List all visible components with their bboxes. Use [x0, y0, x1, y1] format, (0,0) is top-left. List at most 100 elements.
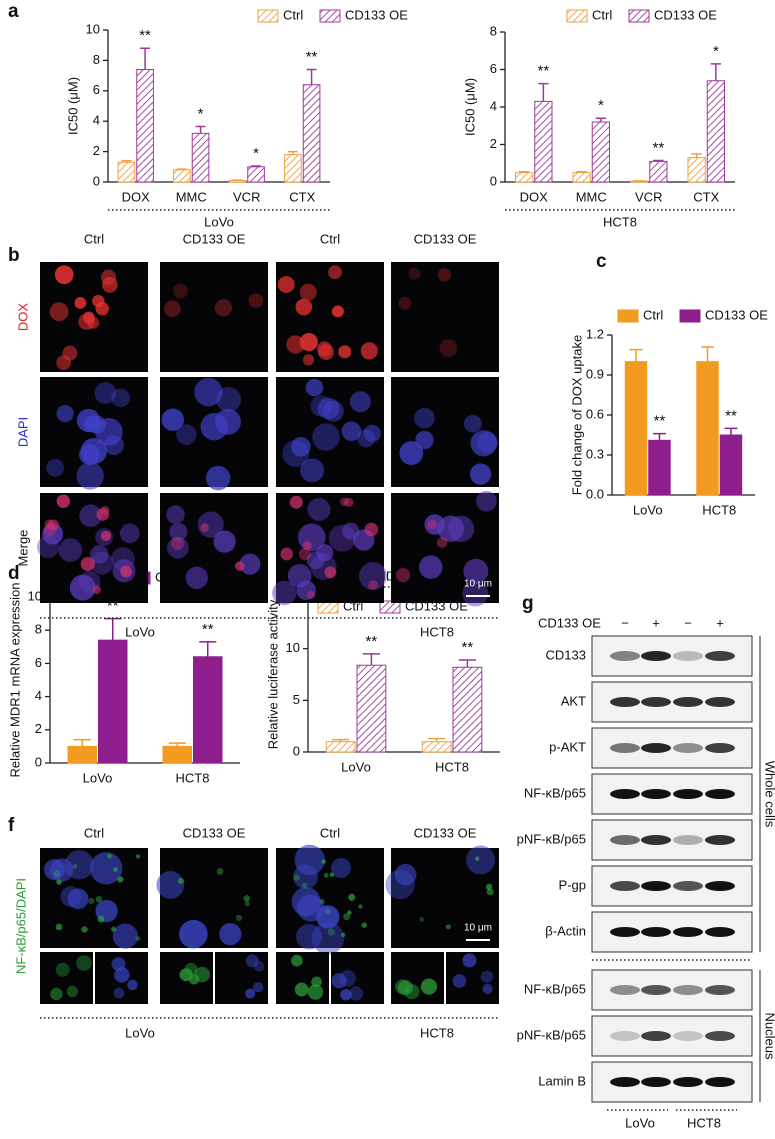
- micrograph: [391, 493, 499, 603]
- cells: [50, 955, 92, 1001]
- error-bar: [724, 427, 738, 435]
- cells: [385, 845, 496, 900]
- y-axis-label: Fold change of DOX uptake: [569, 335, 584, 495]
- blot-band: [705, 651, 735, 661]
- x-tick-label: LoVo: [633, 502, 663, 517]
- column-label: Ctrl: [84, 231, 104, 246]
- row-label: DOX: [15, 303, 30, 332]
- panel-letter: c: [596, 251, 607, 272]
- error-bar: [251, 165, 262, 167]
- x-tick-label: LoVo: [341, 759, 371, 774]
- bar: [325, 741, 356, 753]
- cells: [44, 850, 138, 949]
- cells: [171, 523, 245, 571]
- group-label: LoVo: [204, 214, 234, 229]
- error-bar: [362, 653, 381, 666]
- panel-letter: a: [8, 1, 19, 22]
- group-label: HCT8: [420, 624, 454, 639]
- y-tick-label: 1.2: [586, 326, 604, 341]
- cells: [277, 265, 378, 366]
- x-tick-label: LoVo: [83, 770, 113, 785]
- error-bar: [199, 641, 217, 657]
- blot-band: [641, 1031, 671, 1041]
- x-tick-label: CTX: [693, 189, 719, 204]
- error-bar: [195, 125, 206, 134]
- blot-band: [705, 789, 735, 799]
- error-bar: [653, 159, 664, 162]
- bar: [719, 434, 743, 496]
- error-bar: [176, 168, 187, 170]
- group-label: HCT8: [420, 1025, 454, 1040]
- panel-letter: d: [8, 563, 20, 584]
- legend-label: Ctrl: [283, 7, 303, 22]
- significance-label: **: [306, 48, 318, 65]
- cells: [291, 954, 324, 1000]
- group-label: LoVo: [625, 1115, 655, 1130]
- row-label: DAPI: [15, 417, 30, 447]
- y-axis-label: IC50 (μM): [462, 78, 477, 136]
- significance-label: **: [462, 639, 474, 656]
- significance-label: *: [713, 43, 719, 60]
- blot-band: [641, 835, 671, 845]
- bar: [136, 69, 154, 183]
- cells: [245, 954, 265, 999]
- x-tick-label: DOX: [122, 189, 151, 204]
- panel-letter: g: [522, 593, 534, 614]
- y-tick-label: 0: [293, 743, 300, 758]
- blot-band: [610, 1077, 640, 1087]
- row-label: NF-κB/p65/DAPI: [13, 878, 28, 974]
- legend-swatch: [617, 309, 639, 323]
- legend-label: CD133 OE: [345, 7, 408, 22]
- error-bar: [287, 150, 298, 155]
- cells: [398, 267, 458, 358]
- y-tick-label: 0.6: [586, 406, 604, 421]
- blot-band: [610, 743, 640, 753]
- lane-sign: +: [716, 615, 724, 630]
- significance-label: **: [202, 621, 214, 638]
- error-bar: [427, 737, 446, 742]
- significance-label: **: [538, 63, 550, 80]
- cells: [394, 978, 438, 1000]
- blot-band: [673, 743, 703, 753]
- significance-label: **: [107, 598, 119, 615]
- blot-band: [610, 881, 640, 891]
- column-label: CD133 OE: [183, 825, 246, 840]
- blot-band: [641, 881, 671, 891]
- y-tick-label: 8: [93, 52, 100, 67]
- cells: [46, 382, 131, 490]
- x-tick-label: MMC: [576, 189, 607, 204]
- error-bar: [653, 432, 666, 441]
- bar: [624, 361, 648, 496]
- cells: [161, 377, 242, 491]
- section-label: Nucleus: [763, 1013, 775, 1060]
- legend-label: Ctrl: [643, 307, 663, 322]
- legend-label: CD133 OE: [705, 307, 768, 322]
- blot-band: [610, 1031, 640, 1041]
- cells: [111, 957, 138, 999]
- blot-label: β-Actin: [545, 923, 586, 938]
- x-tick-label: HCT8: [176, 770, 210, 785]
- y-tick-label: 6: [93, 82, 100, 97]
- bar: [356, 664, 387, 753]
- bar: [247, 166, 265, 183]
- significance-label: *: [198, 105, 204, 122]
- error-bar: [595, 117, 607, 122]
- blot-band: [673, 985, 703, 995]
- significance-label: *: [253, 145, 259, 162]
- error-bar: [691, 153, 702, 158]
- blot-band: [705, 927, 735, 937]
- blot-label: CD133: [546, 647, 586, 662]
- significance-label: **: [139, 27, 151, 44]
- blot-band: [610, 651, 640, 661]
- bar: [162, 745, 192, 764]
- bar: [302, 84, 321, 183]
- significance-label: **: [725, 407, 737, 424]
- legend-swatch: [379, 600, 401, 614]
- cells: [282, 378, 381, 483]
- bar: [452, 666, 483, 753]
- bar: [696, 361, 719, 496]
- blot-label: pNF-κB/p65: [517, 1027, 586, 1042]
- cells: [156, 871, 242, 949]
- cells: [293, 859, 367, 938]
